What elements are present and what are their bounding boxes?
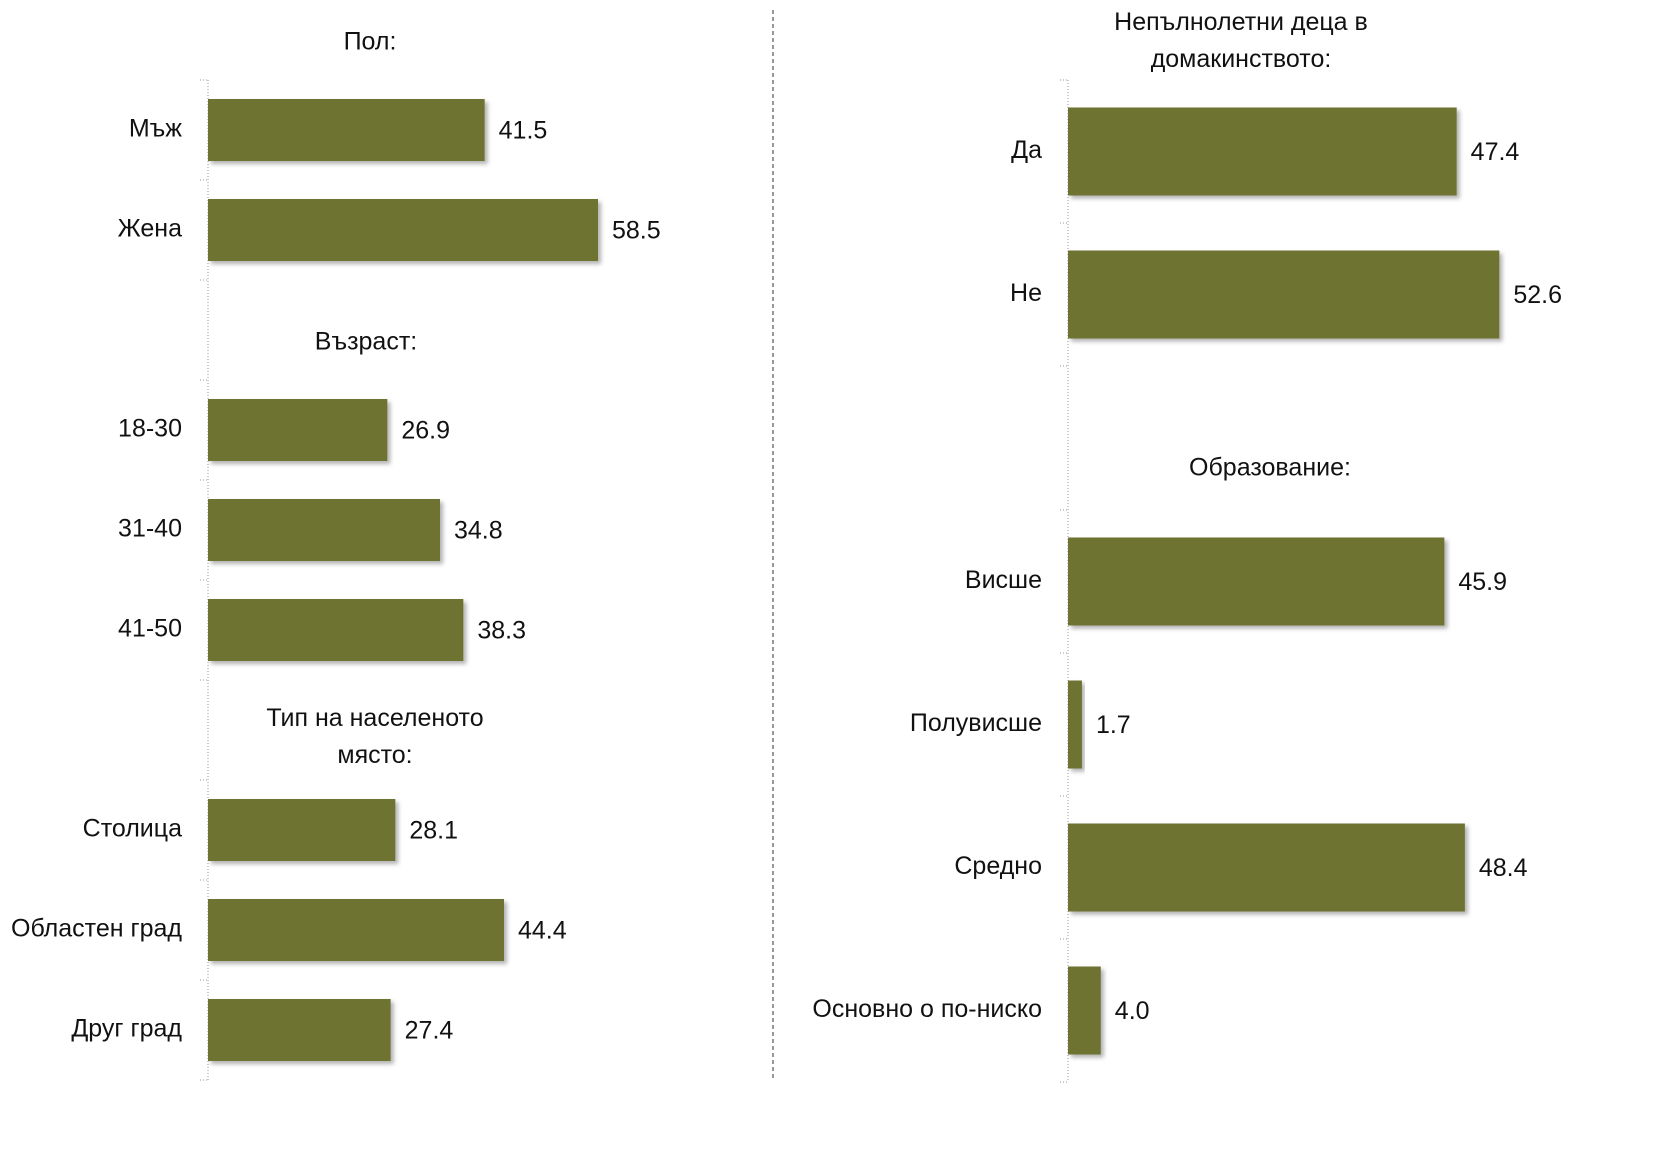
bar (208, 799, 396, 861)
bar (208, 599, 464, 661)
category-label: 18-30 (118, 415, 182, 443)
value-label: 48.4 (1479, 854, 1528, 882)
category-label: 31-40 (118, 515, 182, 543)
value-label: 1.7 (1096, 711, 1131, 739)
category-label: Областен град (11, 915, 182, 943)
value-label: 27.4 (405, 1017, 454, 1045)
category-label: 41-50 (118, 615, 182, 643)
bar (208, 999, 391, 1061)
group-title: Образование: (1189, 453, 1351, 482)
value-label: 44.4 (518, 917, 567, 945)
category-label: Средно (954, 852, 1042, 880)
category-label: Висше (965, 566, 1042, 594)
value-label: 47.4 (1471, 138, 1520, 166)
bar (1068, 823, 1465, 912)
category-label: Жена (118, 215, 182, 243)
bar (1068, 680, 1082, 769)
bar (208, 899, 504, 961)
value-label: 26.9 (401, 417, 450, 445)
bar (208, 499, 440, 561)
value-label: 45.9 (1458, 568, 1507, 596)
value-label: 34.8 (454, 517, 503, 545)
bar (1068, 966, 1101, 1055)
category-label: Столица (83, 815, 182, 843)
group-title: Тип на населеното място: (266, 704, 484, 769)
bar (208, 199, 598, 261)
category-label: Друг град (71, 1015, 182, 1043)
bar (1068, 250, 1500, 339)
value-label: 58.5 (612, 217, 661, 245)
value-label: 4.0 (1115, 997, 1150, 1025)
bar (208, 399, 388, 461)
category-label: Не (1010, 279, 1042, 307)
value-label: 28.1 (409, 817, 458, 845)
category-label: Мъж (129, 115, 182, 143)
group-title: Непълнолетни деца в домакинството: (1114, 8, 1368, 73)
value-label: 52.6 (1513, 281, 1562, 309)
bar (1068, 107, 1457, 196)
category-label: Полувисше (910, 709, 1042, 737)
group-title: Възраст: (314, 327, 418, 356)
bar (1068, 537, 1445, 626)
category-label: Основно о по-ниско (812, 995, 1042, 1023)
value-label: 38.3 (477, 617, 526, 645)
category-label: Да (1011, 136, 1042, 164)
group-title: Пол: (343, 27, 397, 56)
value-label: 41.5 (499, 117, 548, 145)
bar (208, 99, 485, 161)
